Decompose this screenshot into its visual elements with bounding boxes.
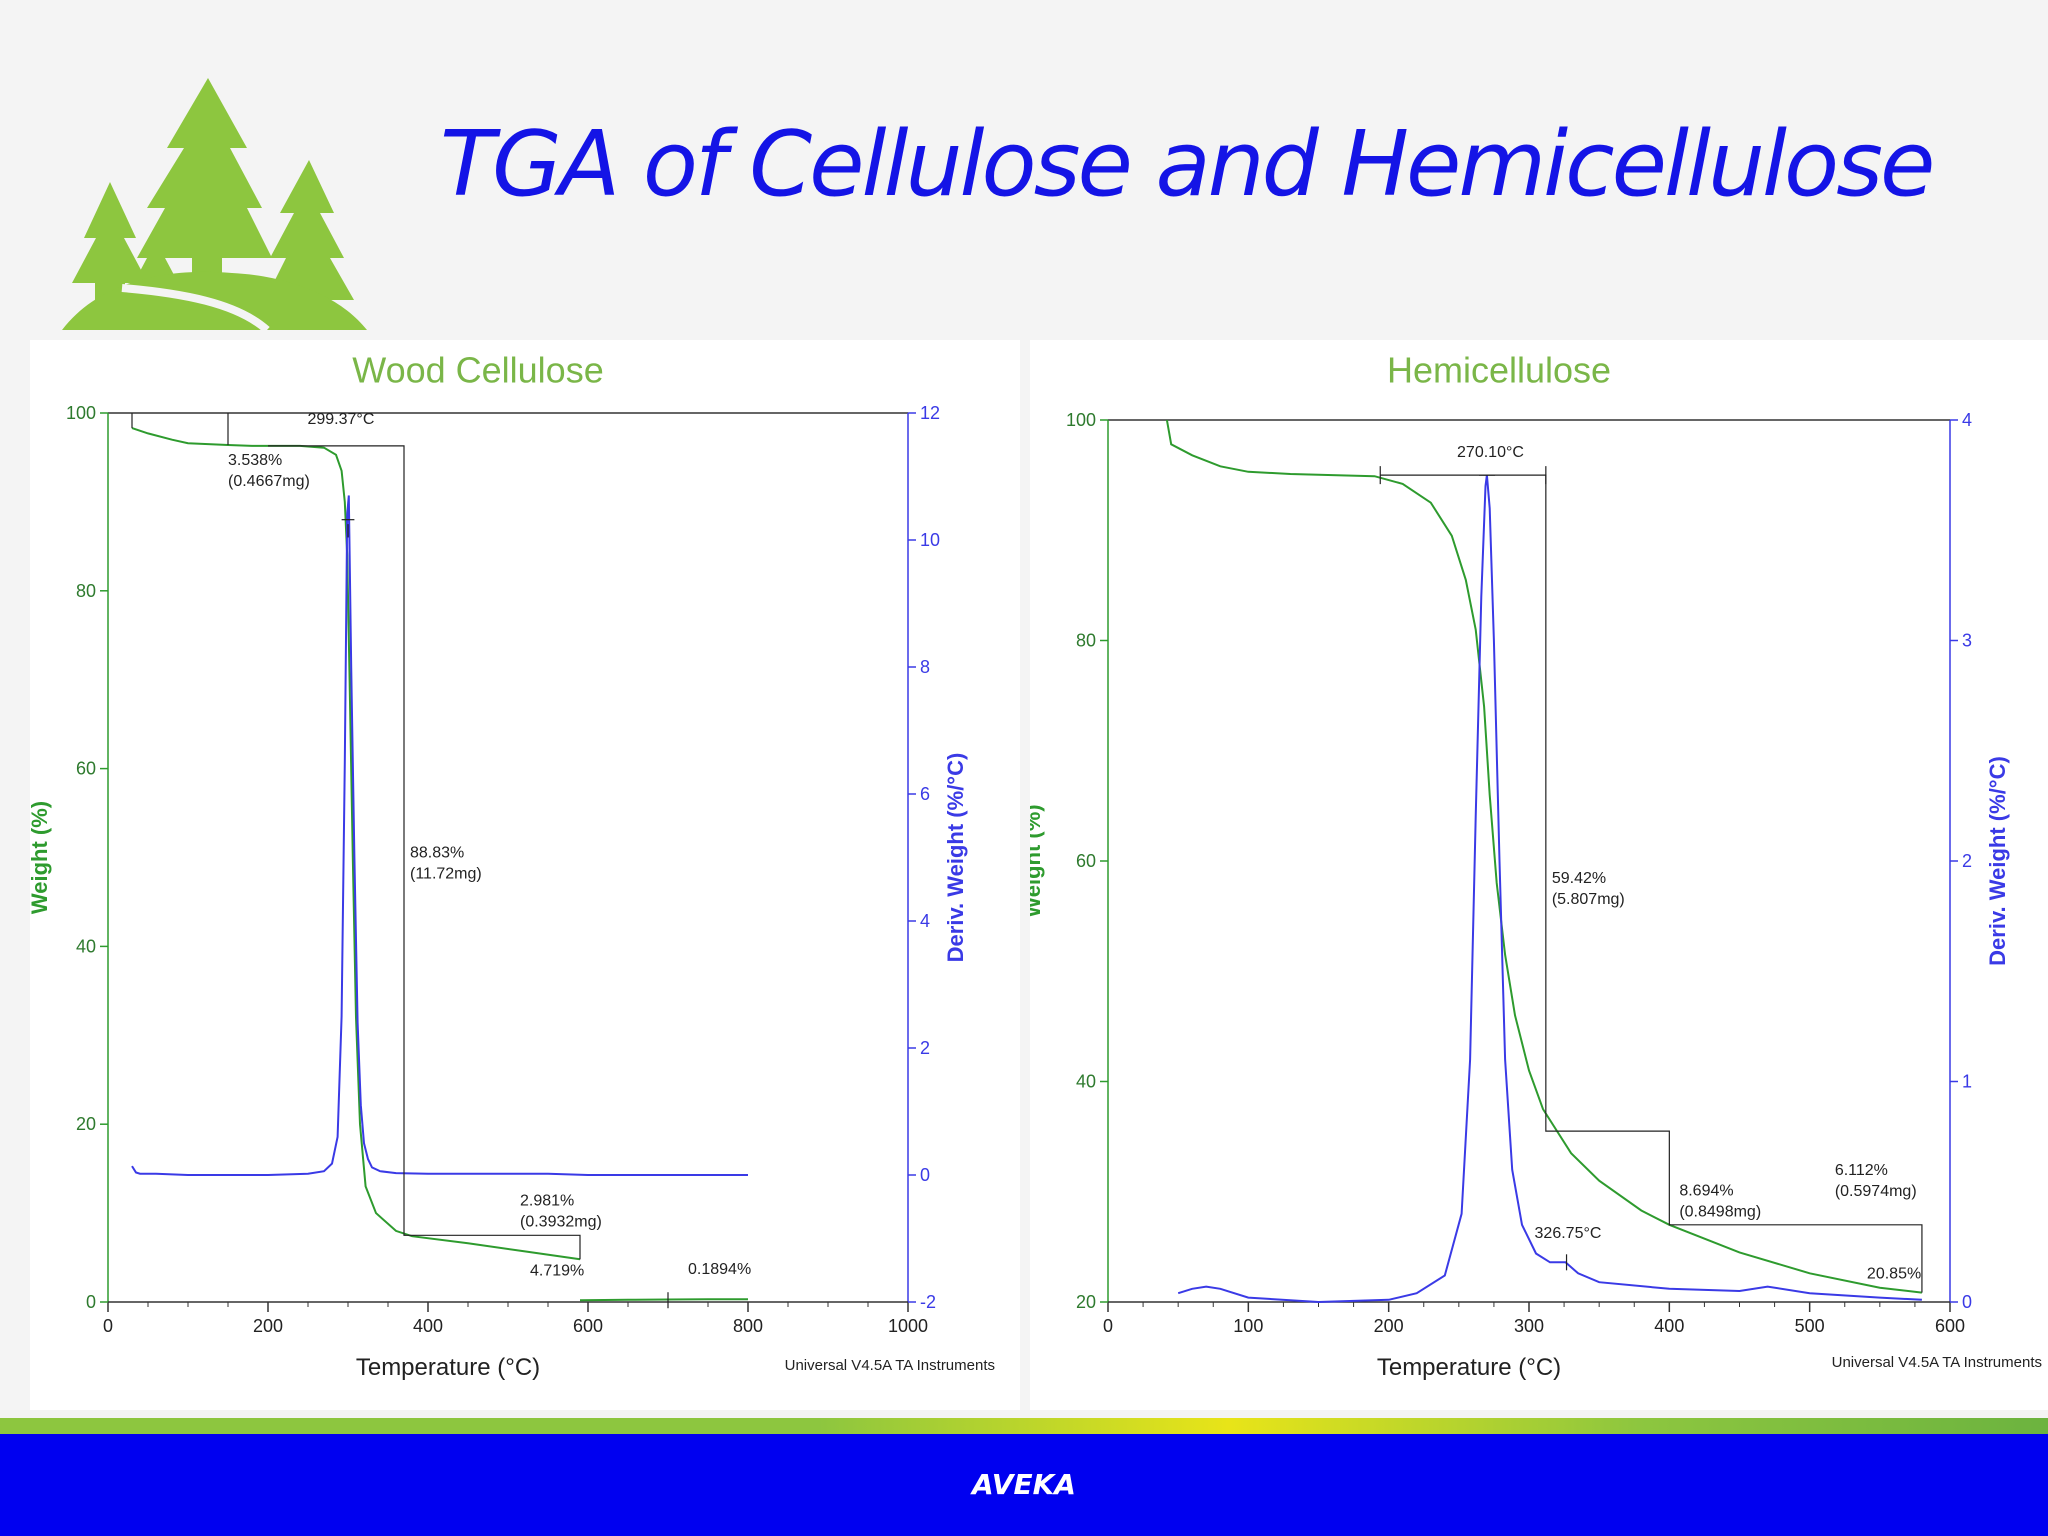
x-tick-label: 100: [1233, 1316, 1263, 1336]
instrument-credit: Universal V4.5A TA Instruments: [785, 1357, 995, 1374]
x-tick-label: 400: [413, 1316, 443, 1336]
weight-line: [131, 427, 581, 1261]
x-tick-label: 300: [1514, 1316, 1544, 1336]
x-tick-label: 600: [1935, 1316, 1965, 1336]
deriv-weight-line: [1177, 474, 1922, 1304]
y-tick-label: 60: [76, 759, 96, 779]
y2-tick-label: 10: [920, 530, 940, 550]
step-marker-line: [268, 445, 581, 1260]
y-tick-label: 0: [86, 1292, 96, 1312]
y2-tick-label: 8: [920, 657, 930, 677]
y-tick-label: 20: [1076, 1292, 1096, 1312]
y-tick-label: 20: [76, 1114, 96, 1134]
x-axis-label: Temperature (°C): [356, 1354, 540, 1381]
x-tick-label: 0: [1103, 1316, 1113, 1336]
slide-title: TGA of Cellulose and Hemicellulose: [440, 112, 1935, 217]
y-tick-label: 40: [76, 936, 96, 956]
y-axis-label: Weight (%): [30, 801, 52, 914]
annotation-sublabel: (0.3932mg): [520, 1213, 602, 1230]
footer-brand: AVEKA: [972, 1468, 1076, 1501]
y-axis-label: Weight (%): [1030, 804, 1045, 917]
hemicellulose-chart-panel: Hemicellulose 0 100 200 300 400 500 600 Temperat…: [1030, 340, 2048, 1410]
pine-trees-hill-logo: [62, 78, 367, 332]
annotation-label: 4.719%: [530, 1262, 584, 1279]
y2-tick-label: -2: [920, 1292, 936, 1312]
y2-axis-label: Deriv. Weight (%/°C): [1985, 756, 2010, 966]
y-tick-label: 80: [1076, 631, 1096, 651]
x-tick-label: 200: [253, 1316, 283, 1336]
annotation-label: 299.37°C: [307, 411, 374, 428]
x-axis-label: Temperature (°C): [1377, 1354, 1561, 1381]
wood-cellulose-chart-panel: Wood Cellulose 0 200 400 600 800 1000 Temperatu…: [30, 340, 1020, 1410]
y2-tick-label: 2: [1962, 851, 1972, 871]
annotation-sublabel: (5.807mg): [1552, 891, 1625, 908]
annotation-label: 8.694%: [1679, 1183, 1733, 1200]
footer-accent-stripe: [0, 1418, 2048, 1434]
y-tick-label: 40: [1076, 1072, 1096, 1092]
x-tick-label: 800: [733, 1316, 763, 1336]
instrument-credit: Universal V4.5A TA Instruments: [1832, 1354, 2042, 1371]
y2-tick-label: 6: [920, 784, 930, 804]
annotation-label: 3.538%: [228, 452, 282, 469]
annotation-label: 6.112%: [1835, 1162, 1888, 1179]
deriv-weight-line: [131, 495, 748, 1176]
annotation-sublabel: (0.8498mg): [1679, 1204, 1761, 1221]
y-tick-label: 60: [1076, 851, 1096, 871]
annotation-sublabel: (0.5974mg): [1835, 1183, 1917, 1200]
annotation-label: 59.42%: [1552, 870, 1606, 887]
footer-bar: AVEKA: [0, 1434, 2048, 1536]
annotation-label: 88.83%: [410, 845, 464, 862]
y2-tick-label: 12: [920, 403, 940, 423]
annotation-sublabel: (0.4667mg): [228, 473, 310, 490]
annotation-label: 2.981%: [520, 1192, 574, 1209]
y2-tick-label: 4: [1962, 410, 1972, 430]
chart-title: Wood Cellulose: [352, 350, 603, 391]
annotation-label: 326.75°C: [1535, 1225, 1602, 1242]
y2-tick-label: 0: [1962, 1292, 1972, 1312]
annotation-label: 270.10°C: [1457, 444, 1524, 461]
y2-tick-label: 3: [1962, 631, 1972, 651]
x-tick-label: 500: [1795, 1316, 1825, 1336]
x-tick-label: 600: [573, 1316, 603, 1336]
weight-line: [1165, 419, 1923, 1294]
x-tick-label: 1000: [888, 1316, 928, 1336]
y2-tick-label: 0: [920, 1165, 930, 1185]
x-tick-label: 200: [1374, 1316, 1404, 1336]
y2-axis-label: Deriv. Weight (%/°C): [943, 753, 968, 963]
x-tick-label: 400: [1654, 1316, 1684, 1336]
annotation-sublabel: (11.72mg): [410, 866, 482, 883]
weight-line: [579, 1298, 748, 1302]
annotation-label: 0.1894%: [688, 1261, 751, 1278]
chart-title: Hemicellulose: [1387, 350, 1611, 391]
y2-tick-label: 2: [920, 1038, 930, 1058]
y2-tick-label: 4: [920, 911, 930, 931]
y-tick-label: 100: [66, 403, 96, 423]
x-tick-label: 0: [103, 1316, 113, 1336]
y-tick-label: 80: [76, 581, 96, 601]
y2-tick-label: 1: [1962, 1072, 1972, 1092]
y-tick-label: 100: [1066, 410, 1096, 430]
annotation-label: 20.85%: [1867, 1266, 1921, 1283]
